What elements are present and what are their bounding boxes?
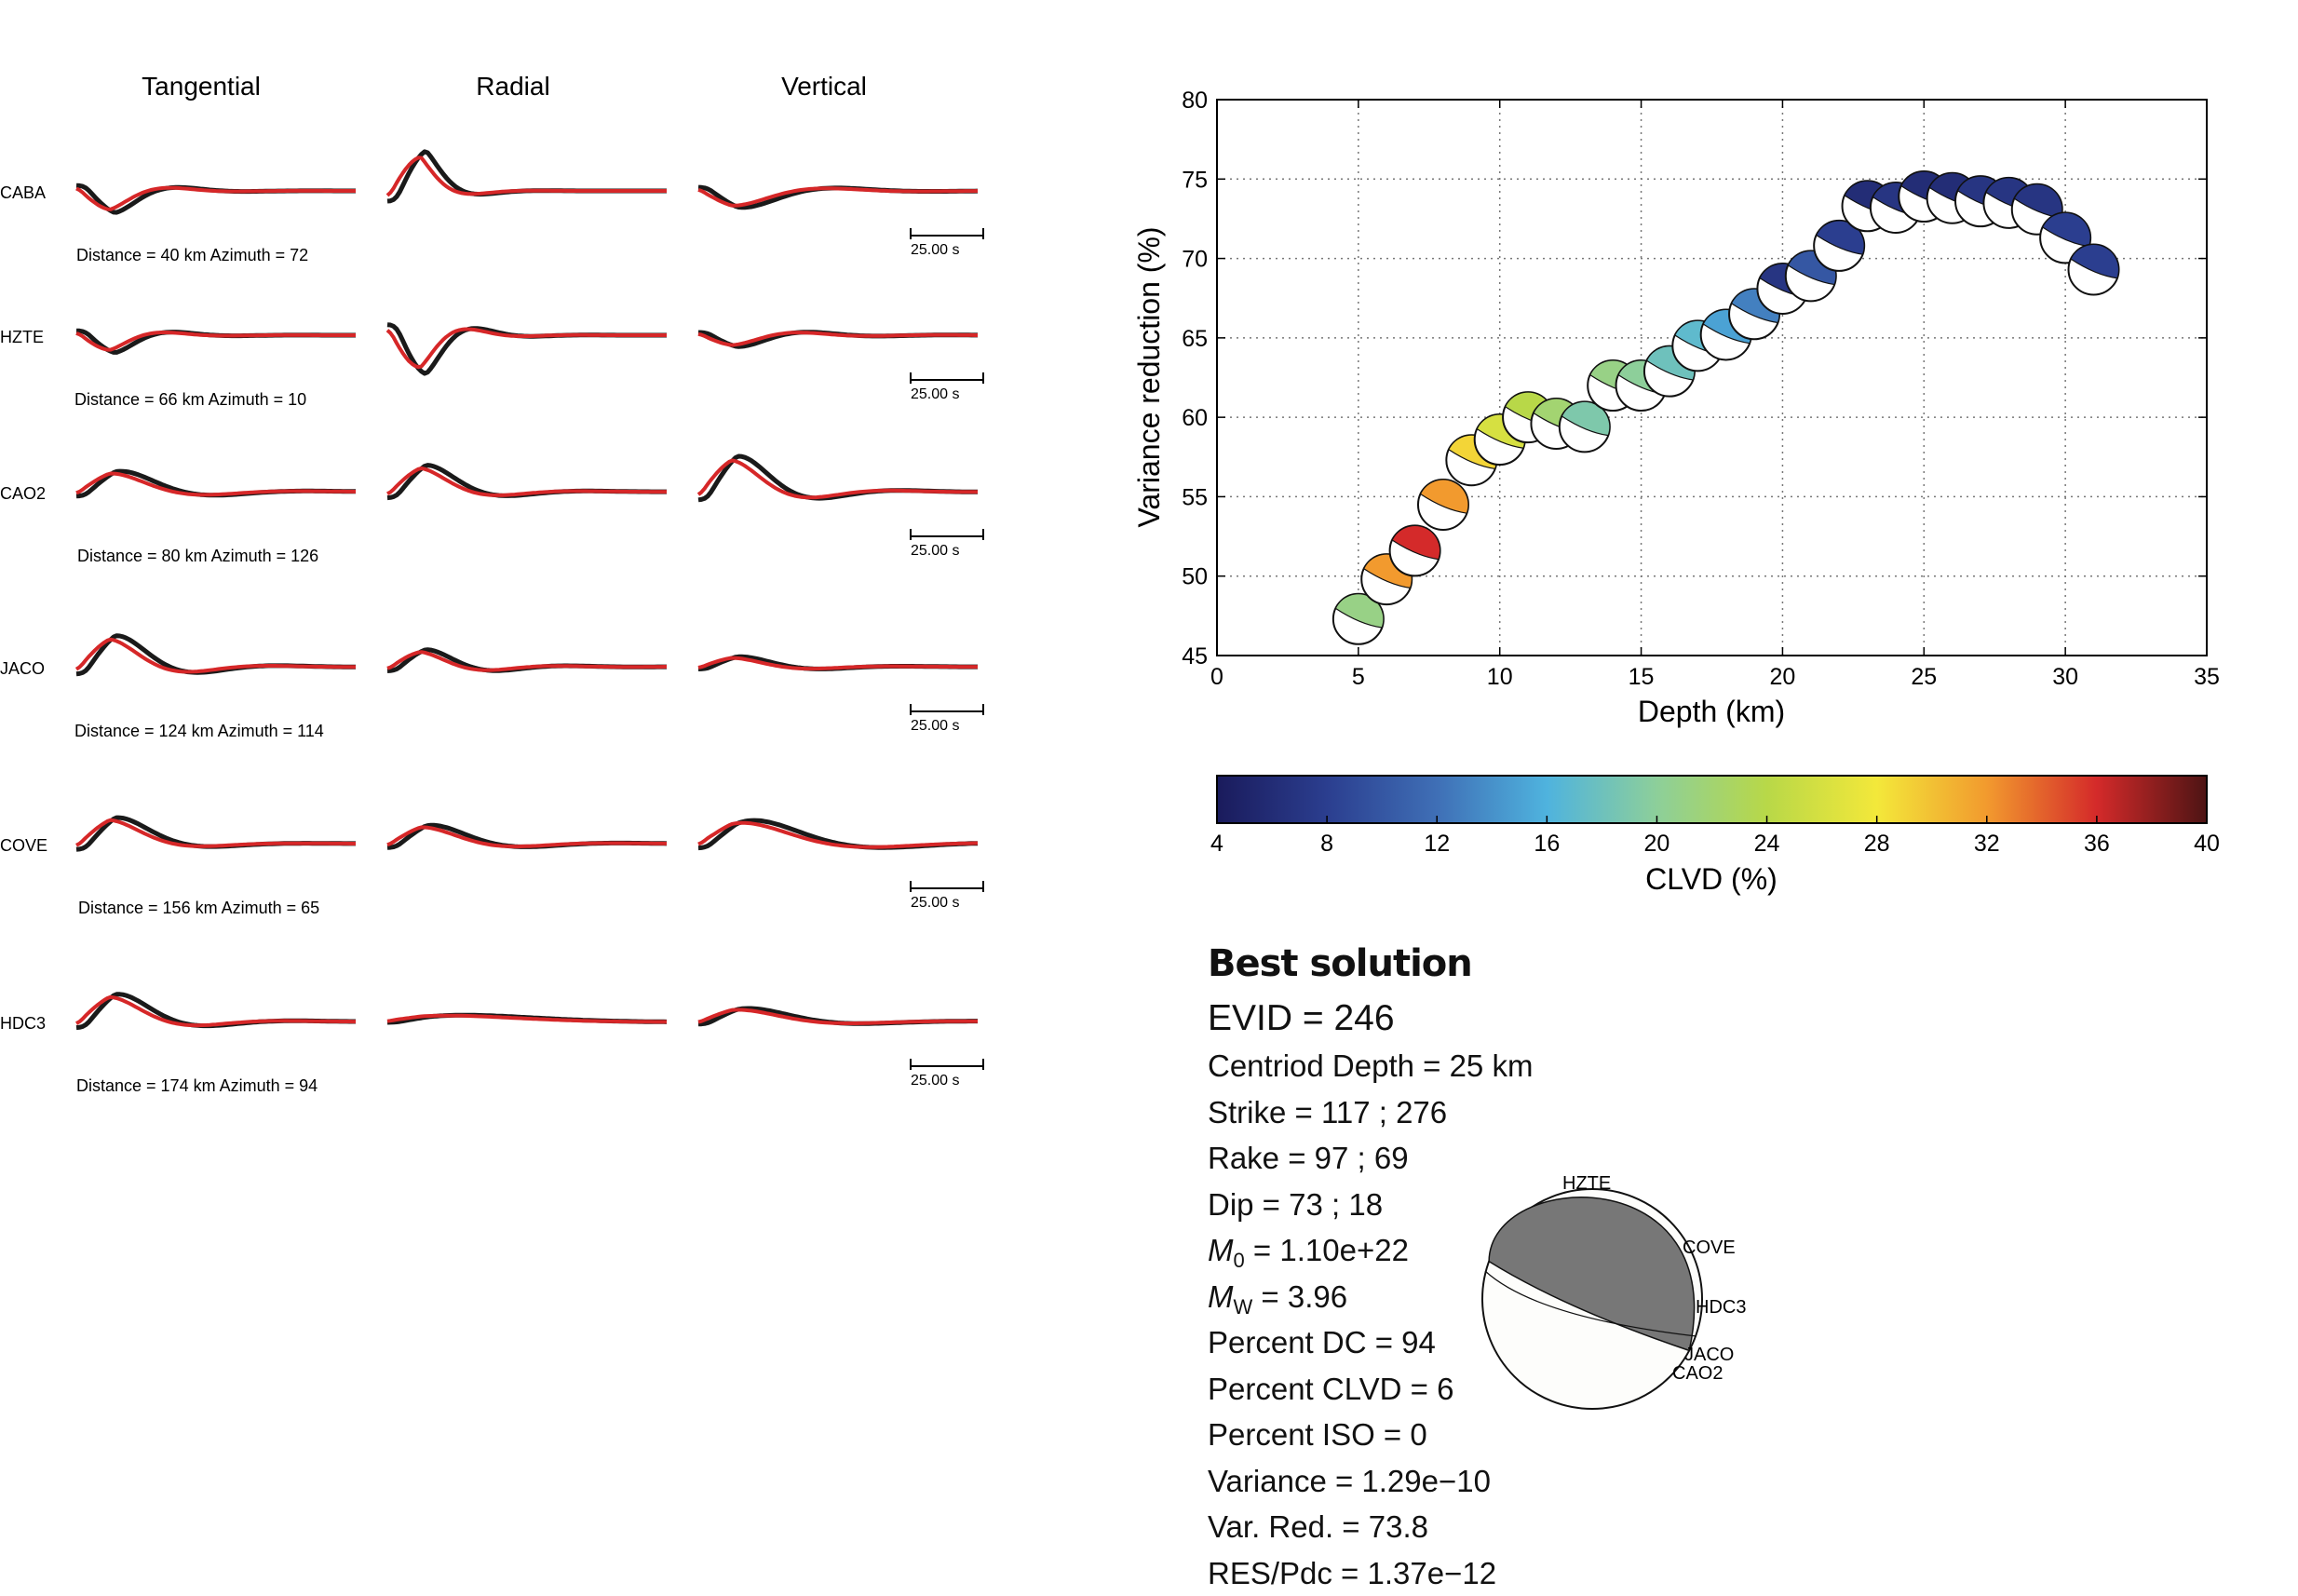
beachball-station-hzte: HZTE (1562, 1173, 1611, 1194)
beachball-station-cove: COVE (1683, 1238, 1736, 1258)
beachball-station-jaco: JACO (1684, 1345, 1734, 1365)
focal-mechanism-ball (1482, 1189, 1702, 1409)
beachball-station-cao2: CAO2 (1672, 1363, 1723, 1384)
beachball-station-hdc3: HDC3 (1696, 1297, 1746, 1318)
